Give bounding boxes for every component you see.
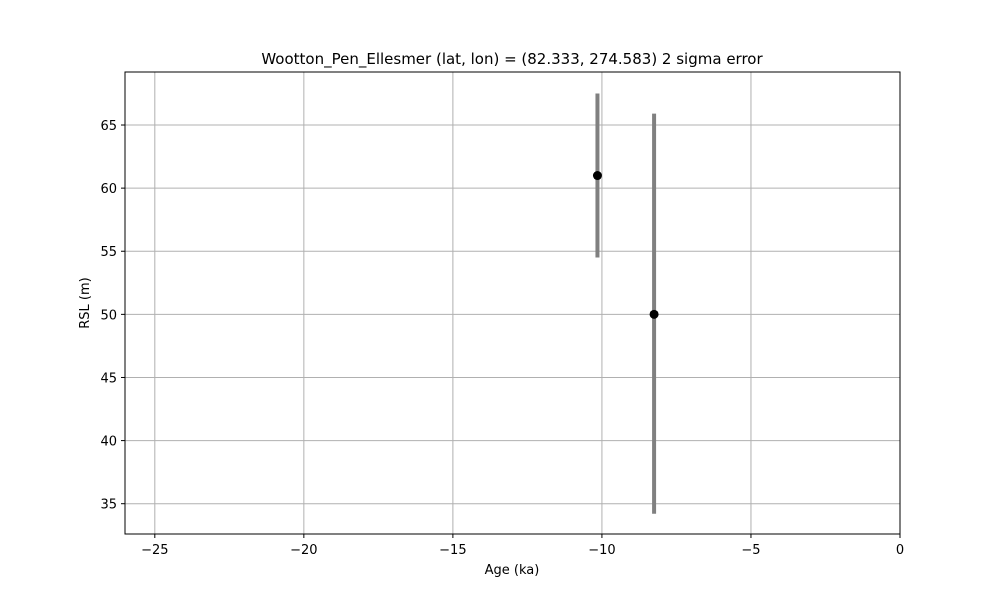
y-tick-label: 65 xyxy=(100,119,117,134)
y-axis: 35 40 45 50 55 60 65 xyxy=(100,119,125,513)
data-point xyxy=(649,309,659,319)
x-tick-label: 0 xyxy=(896,543,904,558)
x-tick-label: −5 xyxy=(741,543,760,558)
y-tick-label: 55 xyxy=(100,245,117,260)
x-axis: −25 −20 −15 −10 −5 0 xyxy=(141,534,904,558)
y-tick-label: 45 xyxy=(100,371,117,386)
plot-frame xyxy=(124,71,901,535)
x-tick-label: −10 xyxy=(588,543,615,558)
x-tick-label: −15 xyxy=(439,543,466,558)
chart-title: Wootton_Pen_Ellesmer (lat, lon) = (82.33… xyxy=(261,50,763,69)
x-axis-label: Age (ka) xyxy=(485,563,540,578)
y-axis-label: RSL (m) xyxy=(78,277,93,328)
y-tick-label: 60 xyxy=(100,182,117,197)
y-tick-label: 35 xyxy=(100,498,117,513)
x-tick-label: −20 xyxy=(290,543,317,558)
x-tick-label: −25 xyxy=(141,543,168,558)
y-tick-label: 50 xyxy=(100,308,117,323)
data-points xyxy=(592,171,659,319)
data-point xyxy=(592,171,602,181)
y-tick-label: 40 xyxy=(100,435,117,450)
